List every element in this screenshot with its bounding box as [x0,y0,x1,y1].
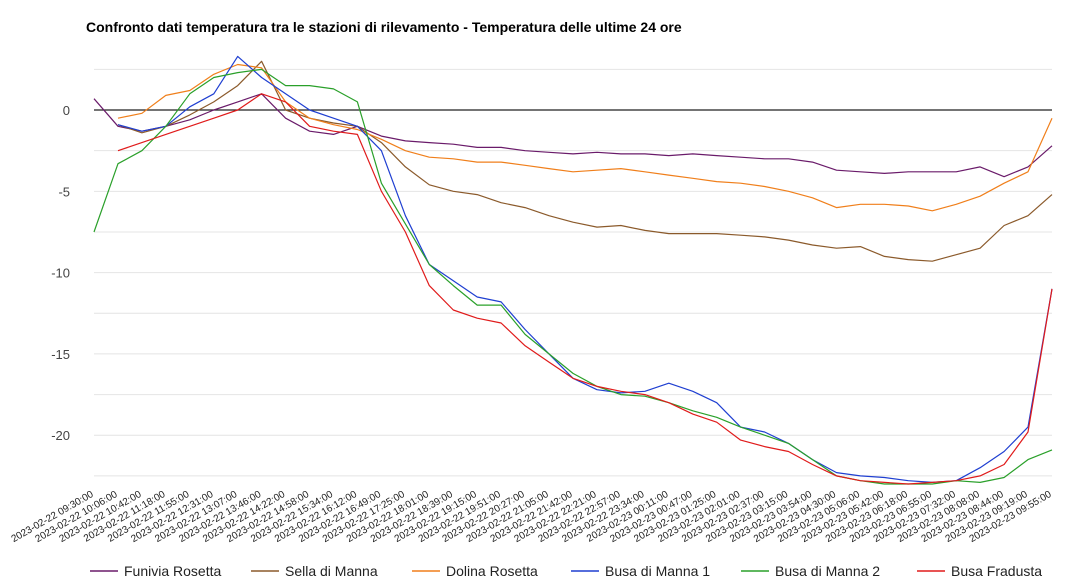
legend-item[interactable]: Busa di Manna 1 [571,563,710,579]
series-line-5 [117,93,1053,485]
y-tick-label: -15 [51,347,70,362]
legend-label: Busa di Manna 1 [605,563,710,579]
grid-lines [94,68,1052,477]
chart-title: Confronto dati temperatura tra le stazio… [86,19,682,35]
series-lines [93,55,1053,485]
legend-item[interactable]: Sella di Manna [251,563,378,579]
legend-label: Dolina Rosetta [446,563,538,579]
series-line-1 [117,60,1053,262]
legend-item[interactable]: Busa di Manna 2 [741,563,880,579]
legend-label: Funivia Rosetta [124,563,221,579]
legend-item[interactable]: Dolina Rosetta [412,563,538,579]
y-axis-ticks: 0 -5 -10 -15 -20 [51,103,70,443]
legend[interactable]: Funivia Rosetta Sella di Manna Dolina Rose… [90,563,1042,579]
legend-label: Busa di Manna 2 [775,563,880,579]
y-tick-label: 0 [63,103,70,118]
series-line-2 [117,63,1053,212]
legend-label: Busa Fradusta [951,563,1042,579]
series-line-0 [93,93,1053,178]
series-line-4 [93,68,1053,485]
y-tick-label: -10 [51,266,70,281]
y-tick-label: -5 [58,184,70,199]
series-line-3 [117,55,1053,483]
y-tick-label: -20 [51,428,70,443]
legend-item[interactable]: Funivia Rosetta [90,563,221,579]
legend-item[interactable]: Busa Fradusta [917,563,1042,579]
legend-label: Sella di Manna [285,563,378,579]
